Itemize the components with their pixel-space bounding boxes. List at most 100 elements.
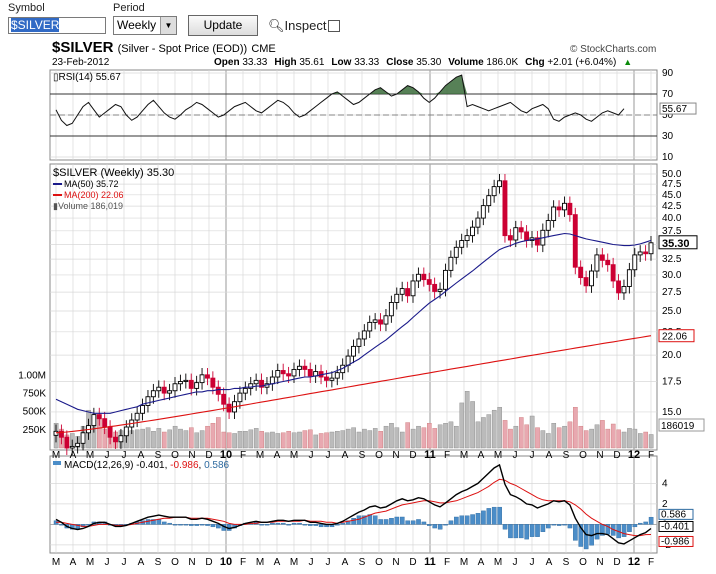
macd-histogram-bar (556, 524, 562, 526)
macd-histogram-bar (567, 524, 573, 529)
x-tick-label: J (105, 557, 110, 568)
volume-bar (351, 427, 356, 449)
macd-histogram-bar (518, 524, 524, 539)
inspect-checkbox[interactable] (328, 20, 340, 32)
x-tick-label: S (563, 450, 570, 461)
volume-bar (491, 409, 497, 449)
candle-body (626, 269, 632, 287)
x-tick-label: A (342, 557, 349, 568)
macd-histogram-bar (264, 524, 270, 526)
inspect-toggle[interactable]: 🔍︎Inspect (268, 18, 326, 34)
x-tick-label: F (240, 450, 246, 461)
macd-histogram-bar (297, 522, 302, 525)
candle-body (643, 251, 649, 255)
candle-body (324, 376, 329, 381)
volume-bar (216, 417, 221, 449)
candle-body (172, 383, 178, 392)
candle-body (259, 379, 264, 388)
volume-bar (362, 428, 367, 449)
macd-value-box (658, 508, 694, 520)
candle-body (205, 374, 210, 379)
volume-bar (335, 431, 340, 449)
volume-bar (410, 428, 416, 449)
volume-bar (324, 432, 329, 449)
update-button[interactable]: Update (188, 15, 258, 36)
x-tick-label: M (460, 557, 468, 568)
macd-line (55, 463, 652, 545)
macd-value-label: -0.986 (661, 536, 690, 547)
volume-bar (546, 433, 551, 449)
volume-bar (529, 415, 535, 449)
macd-histogram-bar (416, 519, 421, 525)
candle-body (177, 381, 183, 385)
macd-histogram-bar (524, 524, 529, 540)
macd-histogram-bar (437, 524, 443, 530)
candle-body (145, 396, 151, 406)
x-tick-label: O (375, 450, 383, 461)
macd-legend: MACD(12,26,9) -0.401, -0.986, 0.586 (64, 460, 230, 471)
candle-body (113, 436, 118, 443)
volume-bar (140, 428, 145, 449)
candle-body (269, 376, 275, 385)
volume-bar (524, 424, 529, 449)
price-y-tick: 20.0 (662, 350, 682, 361)
volume-y-tick: 500K (23, 407, 47, 418)
candle-body (405, 288, 411, 297)
volume-bar (183, 430, 189, 449)
volume-bar (226, 432, 232, 449)
x-tick-label: M (494, 450, 502, 461)
rsi-overbought-fill (331, 75, 468, 94)
macd-histogram-bar (345, 520, 351, 525)
macd-histogram-bar (540, 524, 546, 532)
x-tick-label: A (274, 557, 281, 568)
volume-bar (367, 430, 373, 449)
volume-bar (356, 431, 362, 449)
macd-histogram-bar (383, 519, 389, 525)
symbol-input[interactable]: $SILVER (8, 17, 106, 34)
volume-bar (270, 431, 275, 449)
macd-histogram-bar (194, 524, 200, 526)
volume-bar (394, 427, 400, 449)
candle-body (497, 180, 502, 188)
volume-bar (134, 429, 140, 449)
chart-date: 23-Feb-2012 (52, 57, 110, 68)
chevron-down-icon[interactable]: ▼ (160, 17, 176, 34)
rsi-last-label: 55.67 (662, 104, 687, 115)
volume-bar (345, 428, 351, 449)
volume-bar (297, 431, 302, 449)
candle-body (621, 286, 627, 294)
candle-body (388, 302, 394, 317)
ma200-last-label: 22.06 (662, 332, 687, 343)
macd-histogram-bar (643, 521, 648, 525)
candle-body (491, 186, 497, 197)
rsi-last-box (659, 102, 697, 115)
candle-body (334, 372, 340, 379)
period-select[interactable]: Weekly ▼ (113, 16, 177, 35)
macd-histogram-bar (161, 521, 167, 525)
price-legend-title: $SILVER (Weekly) 35.30 (53, 167, 174, 179)
volume-bar (194, 432, 200, 449)
macd-value-label: 0.586 (661, 509, 686, 520)
candle-body (351, 345, 356, 357)
candle-body (53, 430, 59, 436)
volume-bar (637, 433, 643, 449)
x-tick-label: D (409, 450, 416, 461)
volume-bar (616, 429, 621, 449)
volume-bar (399, 431, 405, 449)
candle-body (64, 436, 70, 449)
macd-histogram-bar (216, 524, 221, 529)
x-tick-label: J (309, 450, 314, 461)
volume-bar (486, 414, 492, 449)
candle-body (286, 373, 292, 377)
macd-signal-line (56, 478, 652, 537)
candle-body (118, 435, 124, 443)
macd-value-box (658, 535, 694, 547)
x-tick-label: A (546, 450, 553, 461)
exchange-label: CME (251, 43, 276, 55)
x-tick-label: F (444, 450, 450, 461)
volume-bar (594, 424, 600, 449)
candle-body (562, 202, 567, 211)
macd-histogram-bar (199, 524, 205, 526)
price-y-tick: 45.0 (662, 190, 682, 201)
x-tick-label: M (256, 450, 264, 461)
